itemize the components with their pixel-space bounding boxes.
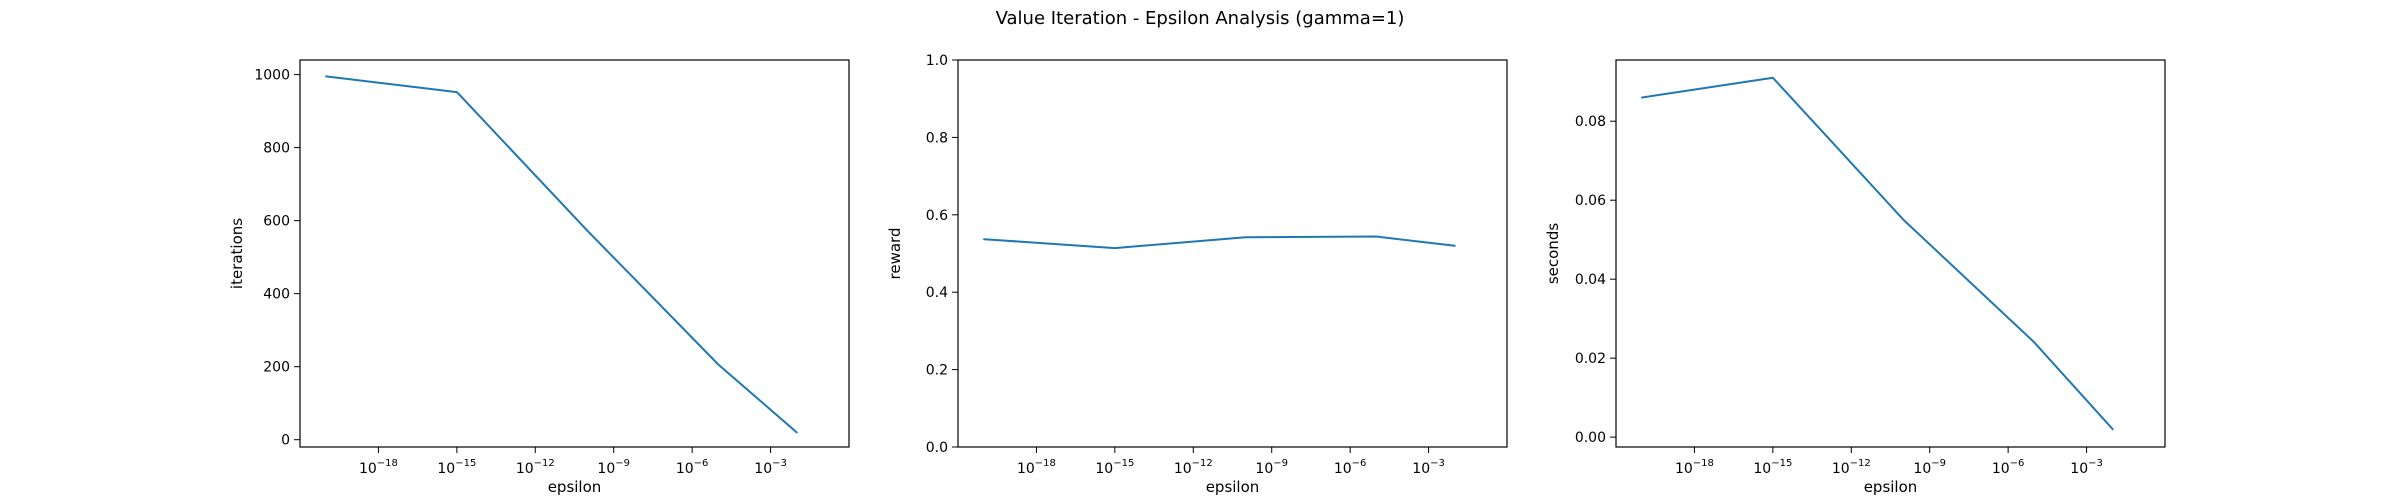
iterations-data-point — [716, 362, 720, 366]
seconds-data-point — [1640, 96, 1644, 100]
iterations-data-point — [324, 74, 328, 78]
x-tick-label: 10−6 — [676, 458, 709, 477]
reward-series-line — [983, 235, 1456, 250]
y-tick-label: 600 — [263, 214, 290, 230]
x-tick-label: 10−12 — [516, 458, 555, 477]
reward-data-point — [1113, 246, 1117, 250]
subplot-reward: 10−18 10−15 10−12 10−9 10−6 10−3 0.0 0.2 0.4 0.6 0… — [886, 53, 1508, 496]
x-tick-label: 10−3 — [754, 458, 787, 477]
seconds-series-line — [1641, 76, 2114, 431]
seconds-data-point — [1771, 76, 1775, 80]
seconds-data-point — [1902, 218, 1906, 222]
y-axis-label: reward — [886, 228, 904, 280]
y-tick-label: 0 — [281, 433, 290, 449]
y-axis-label: seconds — [1544, 223, 1562, 284]
iterations-data-point — [795, 430, 799, 434]
y-tick-label: 0.00 — [1575, 430, 1606, 446]
y-tick-label: 0.06 — [1575, 193, 1606, 209]
x-tick-label: 10−6 — [1992, 458, 2025, 477]
reward-data-point — [1453, 244, 1457, 248]
y-tick-label: 0.02 — [1575, 351, 1606, 367]
x-axis-label: epsilon — [548, 478, 602, 496]
x-tick-label: 10−6 — [1334, 458, 1367, 477]
x-tick-label: 10−9 — [1255, 458, 1288, 477]
y-tick-label: 200 — [263, 360, 290, 376]
y-tick-label: 0.08 — [1575, 114, 1606, 130]
subplots: 10−18 10−15 10−12 10−9 10−6 10−3 0 200 400 600 800… — [228, 53, 2166, 496]
y-tick-label: 0.4 — [926, 285, 948, 301]
subplot-seconds: 10−18 10−15 10−12 10−9 10−6 10−3 0.00 0.02 0.04 0… — [1544, 59, 2166, 496]
plot-frame — [1615, 59, 2166, 448]
x-tick-label: 10−15 — [1753, 458, 1792, 477]
y-axis-label: iterations — [228, 218, 246, 289]
y-tick-label: 1000 — [254, 68, 290, 84]
y-tick-label: 1.0 — [926, 53, 948, 69]
x-tick-label: 10−3 — [2070, 458, 2103, 477]
iterations-series-line — [325, 75, 798, 434]
x-tick-label: 10−3 — [1412, 458, 1445, 477]
plot-frame — [299, 59, 850, 448]
x-tick-label: 10−18 — [1675, 458, 1714, 477]
y-tick-label: 0.2 — [926, 363, 948, 379]
y-tick-label: 0.8 — [926, 130, 948, 146]
iterations-data-point — [586, 229, 590, 233]
figure-title: Value Iteration - Epsilon Analysis (gamm… — [996, 8, 1405, 29]
x-tick-label: 10−9 — [597, 458, 630, 477]
y-tick-label: 400 — [263, 287, 290, 303]
reward-data-point — [1374, 234, 1378, 238]
x-tick-label: 10−9 — [1913, 458, 1946, 477]
y-tick-label: 0.04 — [1575, 272, 1606, 288]
y-tick-label: 0.6 — [926, 208, 948, 224]
x-tick-label: 10−12 — [1832, 458, 1871, 477]
plot-frame — [957, 59, 1508, 448]
y-tick-label: 800 — [263, 141, 290, 157]
reward-data-point — [982, 237, 986, 241]
subplot-iterations: 10−18 10−15 10−12 10−9 10−6 10−3 0 200 400 600 800… — [228, 59, 850, 496]
x-tick-label: 10−12 — [1174, 458, 1213, 477]
reward-data-point — [1244, 235, 1248, 239]
seconds-data-point — [2111, 427, 2115, 431]
x-tick-label: 10−18 — [1017, 458, 1056, 477]
x-axis-label: epsilon — [1206, 478, 1260, 496]
x-axis-label: epsilon — [1864, 478, 1918, 496]
x-tick-label: 10−18 — [359, 458, 398, 477]
iterations-data-point — [455, 90, 459, 94]
y-tick-label: 0.0 — [926, 440, 948, 456]
seconds-data-point — [2032, 340, 2036, 344]
x-tick-label: 10−15 — [437, 458, 476, 477]
x-tick-label: 10−15 — [1095, 458, 1134, 477]
